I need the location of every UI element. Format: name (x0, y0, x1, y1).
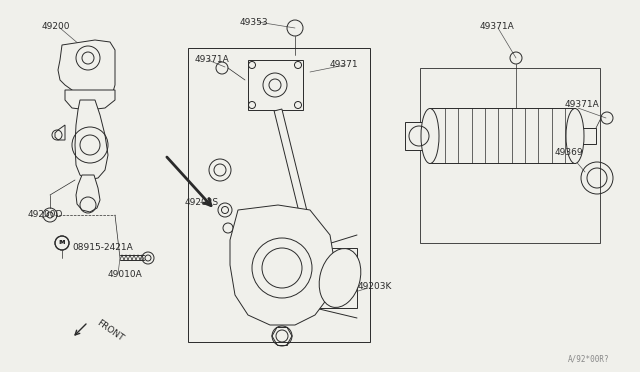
Text: 49369: 49369 (555, 148, 584, 157)
Bar (420, 68, 600, 243)
Bar (315, 248, 357, 308)
Bar (405, 122, 433, 150)
Polygon shape (274, 109, 314, 241)
Text: 49371A: 49371A (565, 100, 600, 109)
Text: FRONT: FRONT (95, 318, 125, 343)
Bar (248, 60, 303, 110)
Ellipse shape (319, 248, 361, 307)
Text: 08915-2421A: 08915-2421A (72, 243, 132, 252)
Text: 49202S: 49202S (185, 198, 219, 207)
Ellipse shape (566, 109, 584, 164)
Polygon shape (76, 175, 100, 212)
Bar (430, 108, 575, 163)
Text: 49200D: 49200D (28, 210, 63, 219)
Text: 49203K: 49203K (358, 282, 392, 291)
Text: 49010A: 49010A (108, 270, 143, 279)
Polygon shape (230, 205, 335, 325)
Bar (188, 48, 370, 342)
Text: 49200: 49200 (42, 22, 70, 31)
Text: 49371: 49371 (330, 60, 358, 69)
Text: 49353: 49353 (240, 18, 269, 27)
Ellipse shape (245, 215, 325, 305)
Polygon shape (58, 40, 115, 100)
Text: A/92*00R?: A/92*00R? (568, 355, 610, 364)
Bar (574, 128, 596, 144)
Ellipse shape (421, 109, 439, 164)
Text: M: M (60, 241, 65, 246)
Polygon shape (65, 90, 115, 110)
Text: 49371A: 49371A (195, 55, 230, 64)
Polygon shape (55, 125, 65, 140)
Polygon shape (75, 100, 108, 180)
Text: 49371A: 49371A (480, 22, 515, 31)
Text: M: M (59, 241, 65, 246)
